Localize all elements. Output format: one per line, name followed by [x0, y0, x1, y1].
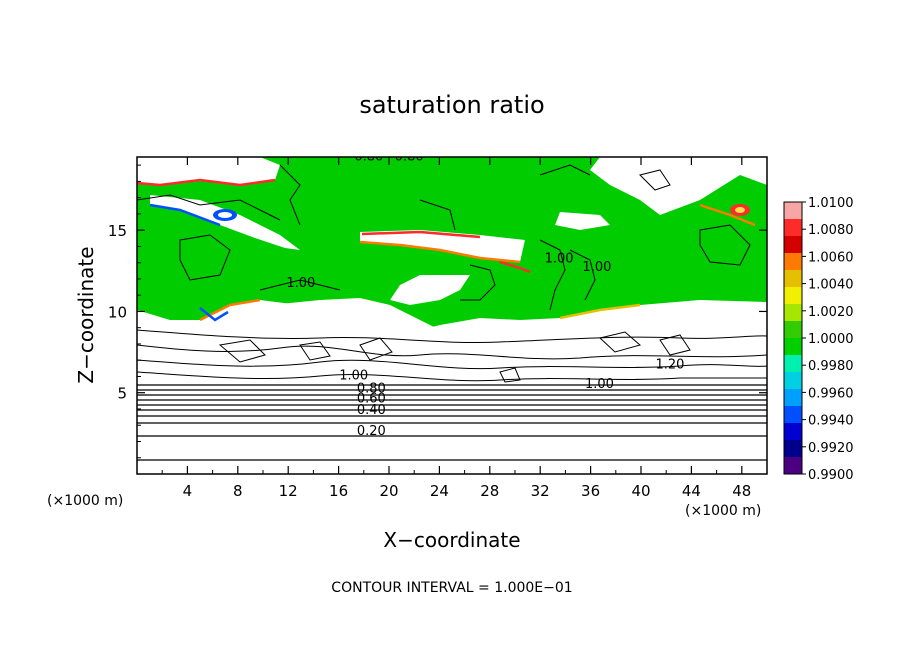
colorbar-label: 1.0000	[808, 332, 854, 347]
x-tick-label: 32	[531, 482, 550, 500]
x-tick-label: 44	[682, 482, 701, 500]
colorbar-swatch	[784, 287, 802, 305]
contour-label: 0.80	[354, 149, 383, 164]
dry-region-top-right	[590, 157, 767, 215]
y-tick-label: 5	[117, 385, 127, 403]
colorbar-swatch	[784, 270, 802, 288]
contour-labels: 0.200.400.600.801.001.001.001.201.001.00…	[286, 149, 685, 439]
contour-lines-upper	[137, 164, 751, 311]
colorbar-swatch	[784, 389, 802, 407]
colorbar-label: 1.0040	[808, 278, 854, 293]
contour-interval-footer: CONTOUR INTERVAL = 1.000E−01	[331, 580, 572, 596]
x-unit-label-right: (×1000 m)	[685, 503, 761, 519]
colored-edges	[137, 178, 756, 322]
contour-label: 1.20	[656, 357, 685, 372]
y-tick-label: 10	[108, 303, 127, 321]
colorbar-swatch	[784, 355, 802, 373]
colorbar-label: 1.0080	[808, 223, 854, 238]
dry-region-right	[555, 212, 610, 230]
contour-label: 0.60	[357, 391, 386, 406]
dry-region-mid	[390, 275, 470, 305]
x-unit-label-left: (×1000 m)	[47, 493, 123, 509]
colorbar-swatch	[784, 219, 802, 237]
dry-region-upper-left	[137, 157, 280, 185]
contour-label: 0.40	[357, 403, 386, 418]
x-tick-label: 48	[732, 482, 751, 500]
colorbar-label: 1.0060	[808, 250, 854, 265]
x-tick-label: 28	[480, 482, 499, 500]
colorbar-swatch	[784, 406, 802, 424]
blue-blob-core	[218, 212, 232, 218]
colorbar: 1.0100 1.0080 1.0060 1.0040 1.0020 1.0000 0.99…	[783, 196, 854, 483]
x-tick-label: 4	[183, 482, 193, 500]
dry-region-cloud-band	[360, 230, 525, 262]
chart-title: saturation ratio	[359, 91, 544, 119]
contour-label: 1.00	[585, 377, 614, 392]
colorbar-swatch	[784, 338, 802, 356]
contour-label: 1.00	[545, 252, 574, 267]
subsaturated-lower-layer	[137, 298, 767, 474]
colorbar-swatch	[784, 440, 802, 458]
colorbar-swatch	[784, 321, 802, 339]
y-axis-label: Z−coordinate	[74, 246, 98, 383]
red-blob-core	[735, 207, 745, 213]
x-tick-label: 12	[279, 482, 298, 500]
colorbar-label: 0.9940	[808, 414, 854, 429]
colorbar-label: 0.9980	[808, 359, 854, 374]
colorbar-label: 0.9960	[808, 386, 854, 401]
contour-label: 0.20	[357, 424, 386, 439]
contour-label: 1.00	[582, 260, 611, 275]
x-axis-ticks: 4 8 12 16 20 24 28 32 36 40 44 48	[161, 157, 751, 500]
x-tick-label: 16	[329, 482, 348, 500]
x-tick-label: 36	[581, 482, 600, 500]
x-tick-label: 40	[631, 482, 650, 500]
contour-lines-lower	[137, 329, 767, 383]
colorbar-swatch	[784, 236, 802, 254]
colorbar-swatch	[784, 253, 802, 271]
colorbar-swatch	[784, 457, 802, 475]
contour-label: 1.00	[339, 369, 368, 384]
colorbar-label: 0.9900	[808, 468, 854, 483]
contour-label: 1.00	[286, 276, 315, 291]
colorbar-label: 1.0100	[808, 196, 854, 211]
contour-label: 0.80	[395, 149, 424, 164]
dry-region-upper-left-2	[150, 195, 300, 250]
contour-label: 0.80	[357, 382, 386, 397]
y-tick-label: 15	[108, 222, 127, 240]
x-tick-label: 24	[430, 482, 449, 500]
colorbar-label: 0.9920	[808, 441, 854, 456]
y-axis-ticks: 5 10 15	[108, 164, 767, 459]
colorbar-label: 1.0020	[808, 305, 854, 320]
plot-area: 0.200.400.600.801.001.001.001.201.001.00…	[137, 149, 767, 474]
plot-frame	[136, 156, 768, 475]
x-tick-label: 20	[379, 482, 398, 500]
contour-lines-stratified	[137, 384, 767, 461]
x-axis-label: X−coordinate	[383, 528, 520, 552]
colorbar-swatch	[784, 423, 802, 441]
colorbar-swatch	[784, 304, 802, 322]
colorbar-swatch	[784, 202, 802, 220]
x-tick-label: 8	[233, 482, 243, 500]
colorbar-swatch	[784, 372, 802, 390]
